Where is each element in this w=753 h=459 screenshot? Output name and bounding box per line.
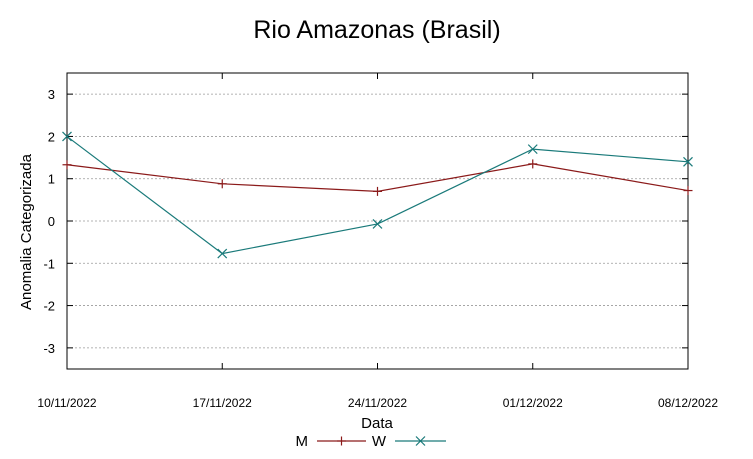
legend-label-m: M [296, 433, 309, 450]
data-point-m [528, 159, 538, 169]
x-tick-label: 17/11/2022 [193, 396, 252, 410]
legend: M W [296, 433, 446, 450]
y-axis-label: Anomalia Categorizada [18, 153, 35, 310]
y-tick-label: 0 [48, 214, 55, 229]
data-point-w [62, 131, 72, 142]
x-tick-label: 24/11/2022 [348, 396, 407, 410]
y-tick-label: 1 [48, 172, 55, 187]
series-group [62, 131, 693, 259]
data-point-m [683, 186, 693, 196]
legend-marker-m [337, 436, 346, 446]
data-point-w [217, 248, 228, 259]
y-tick-label: -1 [43, 256, 55, 271]
x-axis-label: Data [361, 415, 393, 432]
data-point-m [217, 179, 227, 189]
legend-marker-w [415, 436, 426, 446]
data-point-m [62, 160, 72, 170]
data-point-w [527, 144, 538, 155]
x-tick-label: 08/12/2022 [658, 396, 718, 410]
y-axis: 3 2 1 0 -1 -2 -3 [43, 87, 55, 356]
x-tick-label: 10/11/2022 [37, 396, 96, 410]
legend-marker-point [415, 436, 426, 446]
y-tick-label: 2 [48, 129, 55, 144]
y-tick-label: -2 [43, 299, 55, 314]
x-axis: 10/11/2022 17/11/2022 24/11/2022 01/12/2… [37, 396, 718, 410]
chart-title: Rio Amazonas (Brasil) [253, 16, 500, 44]
plot-frame [66, 72, 689, 370]
data-point-w [372, 219, 383, 229]
x-tick-label: 01/12/2022 [503, 396, 563, 410]
y-tick-label: 3 [48, 87, 55, 102]
legend-label-w: W [372, 433, 387, 450]
data-point-m [373, 186, 382, 196]
y-tick-label: -3 [43, 341, 55, 356]
data-point-w [683, 156, 693, 167]
legend-marker-point [337, 436, 346, 446]
gridlines [66, 73, 689, 369]
